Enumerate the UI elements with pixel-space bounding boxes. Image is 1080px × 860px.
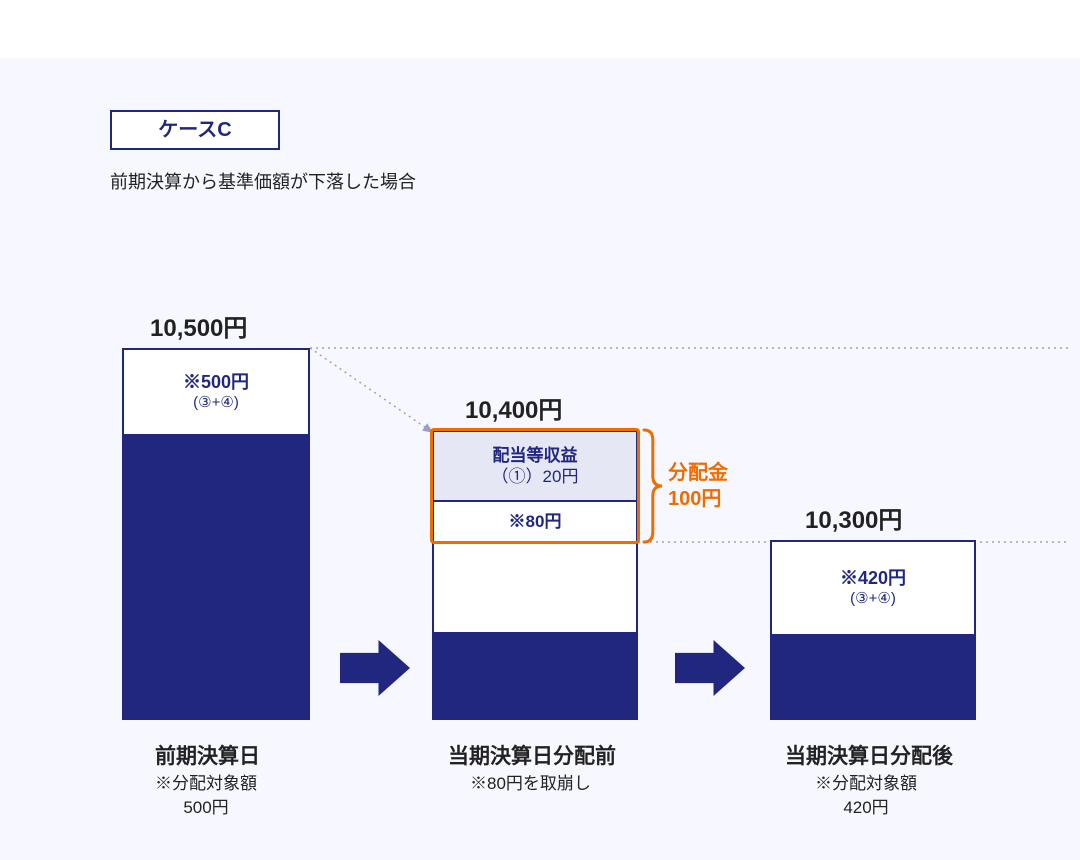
bar-2: 配当等収益（①）20円 ※80円	[432, 430, 638, 720]
distribution-label: 分配金100円	[668, 460, 728, 512]
bar-segment: ※420円(③+④)	[772, 542, 974, 636]
bar-axis-note: ※80円を取崩し	[470, 772, 591, 796]
bar-axis-label: 当期決算日分配後	[785, 740, 953, 770]
bar-axis-label: 前期決算日	[155, 740, 260, 770]
distribution-label-line2: 100円	[668, 486, 728, 512]
distribution-label-line1: 分配金	[668, 460, 728, 486]
bar-fill	[124, 432, 308, 718]
segment-line2: （①）20円	[492, 466, 579, 487]
arrow-right-icon	[340, 640, 410, 696]
bar-total-label: 10,500円	[150, 308, 247, 343]
segment-line1: ※500円	[183, 371, 249, 394]
bar-segment: ※80円	[434, 502, 636, 544]
segment-line1: ※80円	[509, 511, 562, 532]
segment-line1: ※420円	[840, 567, 906, 590]
segment-line2: (③+④)	[193, 394, 239, 413]
bar-segment: 配当等収益（①）20円	[434, 432, 636, 502]
bar-fill	[434, 632, 636, 718]
bar-total-label: 10,300円	[805, 500, 902, 535]
bar-axis-note: ※分配対象額 500円	[155, 772, 257, 820]
bar-axis-label: 当期決算日分配前	[448, 740, 616, 770]
segment-line1: 配当等収益	[493, 445, 578, 466]
curly-bracket-icon	[642, 427, 666, 545]
bar-3: ※420円(③+④)	[770, 540, 976, 720]
bar-axis-note: ※分配対象額 420円	[815, 772, 917, 820]
bar-segment: ※500円(③+④)	[124, 350, 308, 436]
segment-line2: (③+④)	[850, 590, 896, 609]
bar-fill	[772, 632, 974, 718]
bar-1: ※500円(③+④)	[122, 348, 310, 720]
arrow-right-icon	[675, 640, 745, 696]
bar-total-label: 10,400円	[465, 390, 562, 425]
